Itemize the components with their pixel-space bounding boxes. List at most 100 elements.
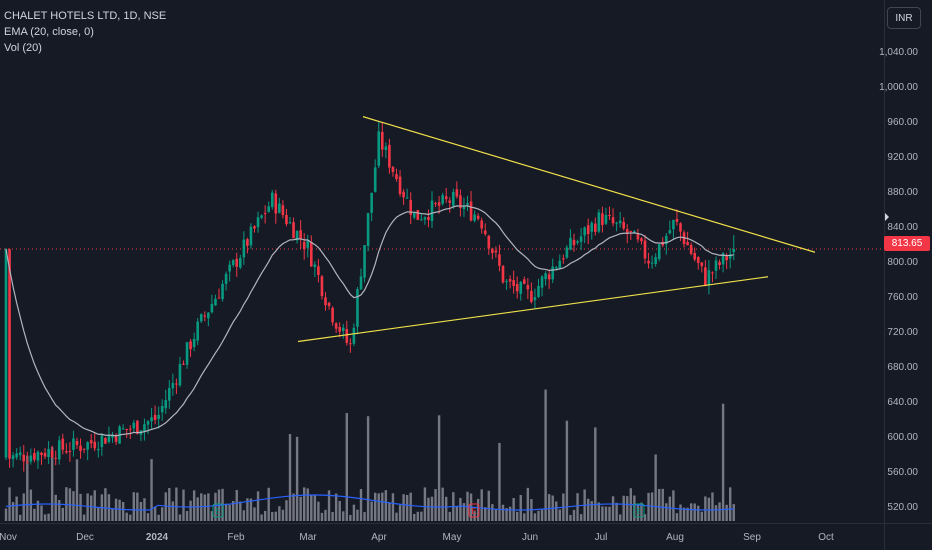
candle-body: [50, 450, 54, 458]
currency-button[interactable]: INR: [887, 7, 921, 29]
volume-bar: [718, 502, 721, 521]
volume-bar: [558, 509, 561, 521]
volume-bar: [356, 509, 359, 521]
volume-bar: [132, 492, 135, 521]
volume-bar: [675, 513, 679, 521]
candle-body: [540, 276, 544, 288]
y-tick-label: 800.00: [887, 257, 918, 268]
volume-bar: [61, 507, 64, 521]
candle-body: [114, 435, 118, 442]
symbol-title[interactable]: CHALET HOTELS LTD, 1D, NSE: [4, 10, 167, 22]
candle-body: [203, 315, 207, 317]
earnings-marker: [468, 503, 480, 518]
candle-body: [498, 254, 501, 266]
volume-bar: [445, 496, 448, 521]
volume-bar: [189, 500, 192, 521]
volume-bar: [643, 514, 647, 521]
candle-body: [334, 323, 338, 329]
volume-bar: [253, 507, 256, 521]
y-tick-label: 880.00: [887, 187, 918, 198]
y-tick-label: 1,000.00: [879, 82, 918, 93]
volume-bar: [441, 487, 444, 521]
volume-bar: [668, 496, 672, 521]
candle-body: [68, 451, 72, 453]
volume-bar: [459, 497, 462, 521]
volume-bar: [370, 501, 373, 521]
candle-body: [441, 195, 444, 204]
candle-body: [657, 244, 661, 260]
candle-body: [366, 213, 370, 247]
candle-body: [725, 255, 728, 261]
candle-body: [448, 200, 452, 203]
candle-body: [679, 223, 682, 232]
y-tick-label: 640.00: [887, 397, 918, 408]
candle-body: [22, 454, 26, 462]
candle-body: [185, 342, 189, 365]
volume-bar: [175, 487, 178, 521]
candle-body: [310, 241, 313, 267]
volume-bar: [342, 511, 345, 521]
volume-bar: [114, 498, 118, 521]
candle-body: [253, 226, 256, 229]
candle-body: [491, 248, 494, 253]
volume-bar: [345, 413, 348, 521]
candle-body: [160, 405, 164, 413]
volume-bar: [22, 493, 25, 521]
volume-bar: [15, 496, 18, 521]
candle-body: [324, 297, 327, 306]
candle-body: [423, 217, 427, 220]
candle-body: [150, 417, 153, 422]
candle-body: [11, 455, 15, 460]
candle-body: [267, 206, 270, 212]
volume-bar: [331, 511, 334, 521]
volume-bar: [409, 492, 412, 521]
volume-bar: [36, 500, 40, 521]
volume-bar: [508, 506, 512, 521]
candle-body: [668, 230, 672, 234]
volume-bar: [579, 514, 583, 521]
candle-body: [302, 241, 306, 250]
candle-body: [686, 241, 689, 246]
volume-bar: [374, 492, 377, 521]
earnings-marker-label: E: [215, 507, 220, 516]
volume-bar: [320, 512, 324, 521]
volume-bar: [207, 493, 210, 521]
candle-body: [650, 262, 654, 264]
last-price-tag: 813.65: [884, 236, 930, 251]
volume-bar: [430, 496, 434, 521]
candle-body: [171, 382, 175, 389]
volume-bar: [654, 454, 657, 521]
candle-body: [672, 220, 675, 230]
y-tick-label: 600.00: [887, 432, 918, 443]
candle-body: [242, 239, 246, 258]
x-tick-label: Oct: [818, 532, 834, 543]
volume-bar: [235, 489, 238, 521]
volume-bar: [484, 507, 487, 521]
volume-bar: [178, 514, 182, 521]
ema-indicator-label[interactable]: EMA (20, close, 0): [4, 26, 94, 38]
volume-bar: [388, 502, 391, 521]
candle-body: [18, 452, 22, 456]
candle-body: [359, 276, 363, 290]
volume-bar: [391, 493, 395, 521]
volume-bar: [686, 507, 689, 521]
volume-bar: [107, 494, 111, 521]
candle-body: [633, 231, 636, 233]
volume-bar: [434, 489, 437, 521]
volume-bar: [537, 510, 540, 521]
volume-bar: [647, 492, 650, 521]
candle-body: [547, 274, 551, 280]
time-axis-separator: [0, 523, 932, 524]
candle-body: [505, 281, 508, 283]
y-tick-label: 960.00: [887, 117, 918, 128]
candle-body: [327, 302, 331, 306]
x-tick-label: Mar: [299, 532, 317, 543]
volume-bar: [729, 487, 732, 521]
volume-bar: [182, 489, 185, 521]
volume-bar: [498, 442, 501, 521]
volume-bar: [303, 487, 306, 521]
volume-indicator-label[interactable]: Vol (20): [4, 42, 42, 54]
candle-body: [537, 285, 540, 297]
candle-body: [82, 448, 86, 450]
